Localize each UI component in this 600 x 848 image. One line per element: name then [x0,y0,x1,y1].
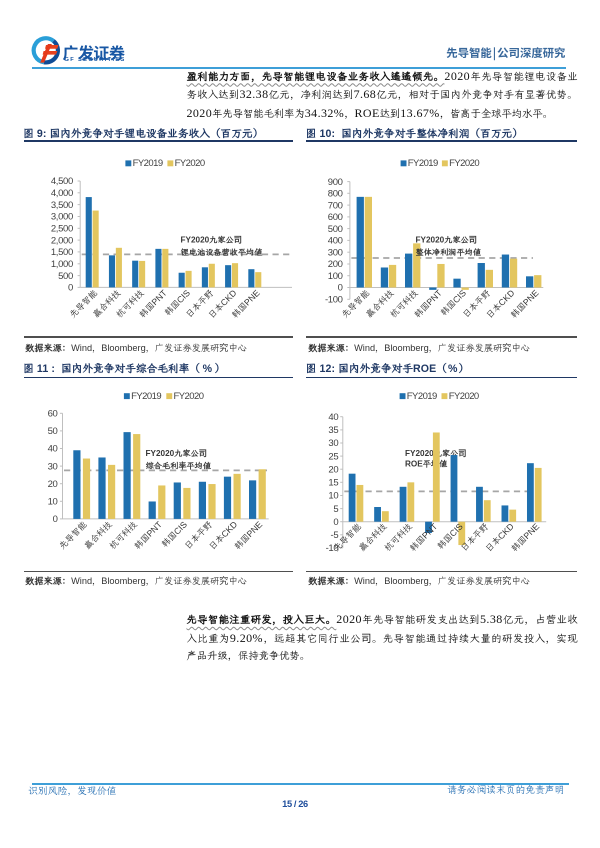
svg-text:韩国PNE: 韩国PNE [509,521,541,553]
svg-text:FY2019: FY2019 [408,158,438,169]
svg-text:30: 30 [48,461,58,472]
svg-text:1,500: 1,500 [51,247,73,258]
svg-text:40: 40 [48,444,58,455]
svg-text:-10: -10 [326,543,339,554]
svg-text:500: 500 [328,224,343,235]
svg-text:FY2019: FY2019 [407,391,437,402]
svg-text:-5: -5 [331,530,339,541]
svg-text:韩国PNE: 韩国PNE [232,519,264,551]
svg-text:4,500: 4,500 [51,176,73,187]
svg-text:FY2019: FY2019 [133,158,163,169]
svg-text:800: 800 [328,189,343,200]
svg-text:35: 35 [328,425,338,436]
svg-text:韩国PNT: 韩国PNT [408,521,440,553]
svg-text:3,000: 3,000 [51,212,73,223]
svg-text:30: 30 [328,438,338,449]
svg-text:10: 10 [328,491,338,502]
svg-text:50: 50 [48,426,58,437]
svg-text:1,000: 1,000 [51,259,73,270]
svg-text:20: 20 [48,479,58,490]
svg-text:300: 300 [328,247,343,258]
svg-text:40: 40 [328,412,338,423]
svg-text:500: 500 [58,271,73,282]
svg-text:整体净利润平均值: 整体净利润平均值 [416,247,482,257]
svg-text:400: 400 [328,236,343,247]
svg-text:0: 0 [333,517,338,528]
svg-text:10: 10 [48,497,58,508]
svg-text:200: 200 [328,259,343,270]
svg-text:900: 900 [328,177,343,188]
svg-text:5: 5 [333,504,338,515]
svg-text:韩国PNT: 韩国PNT [412,287,444,319]
svg-text:FY2020: FY2020 [175,158,205,169]
svg-text:2,500: 2,500 [51,224,73,235]
svg-text:FY2020: FY2020 [449,391,479,402]
svg-text:FY2020: FY2020 [174,391,204,402]
svg-text:FY2020九家公司: FY2020九家公司 [416,235,477,245]
svg-text:FY2020九家公司: FY2020九家公司 [181,235,242,245]
svg-text:25: 25 [328,451,338,462]
svg-text:4,000: 4,000 [51,188,73,199]
svg-text:0: 0 [338,283,343,294]
svg-text:600: 600 [328,212,343,223]
svg-text:ROE平均值: ROE平均值 [405,459,448,469]
svg-text:0: 0 [68,283,73,294]
svg-text:FY2019: FY2019 [131,391,161,402]
svg-text:综合毛利率平均值: 综合毛利率平均值 [146,461,212,471]
svg-text:FY2020: FY2020 [449,158,479,169]
svg-text:FY2020九家公司: FY2020九家公司 [146,448,207,458]
svg-text:100: 100 [328,271,343,282]
svg-text:-100: -100 [325,295,343,306]
svg-text:20: 20 [328,464,338,475]
svg-text:3,500: 3,500 [51,200,73,211]
svg-text:60: 60 [48,409,58,420]
svg-text:15: 15 [328,478,338,489]
svg-text:0: 0 [53,514,58,525]
svg-text:2,000: 2,000 [51,235,73,246]
svg-text:锂电池设备营收平均值: 锂电池设备营收平均值 [180,247,264,257]
svg-text:韩国PNT: 韩国PNT [132,519,164,551]
svg-text:700: 700 [328,200,343,211]
